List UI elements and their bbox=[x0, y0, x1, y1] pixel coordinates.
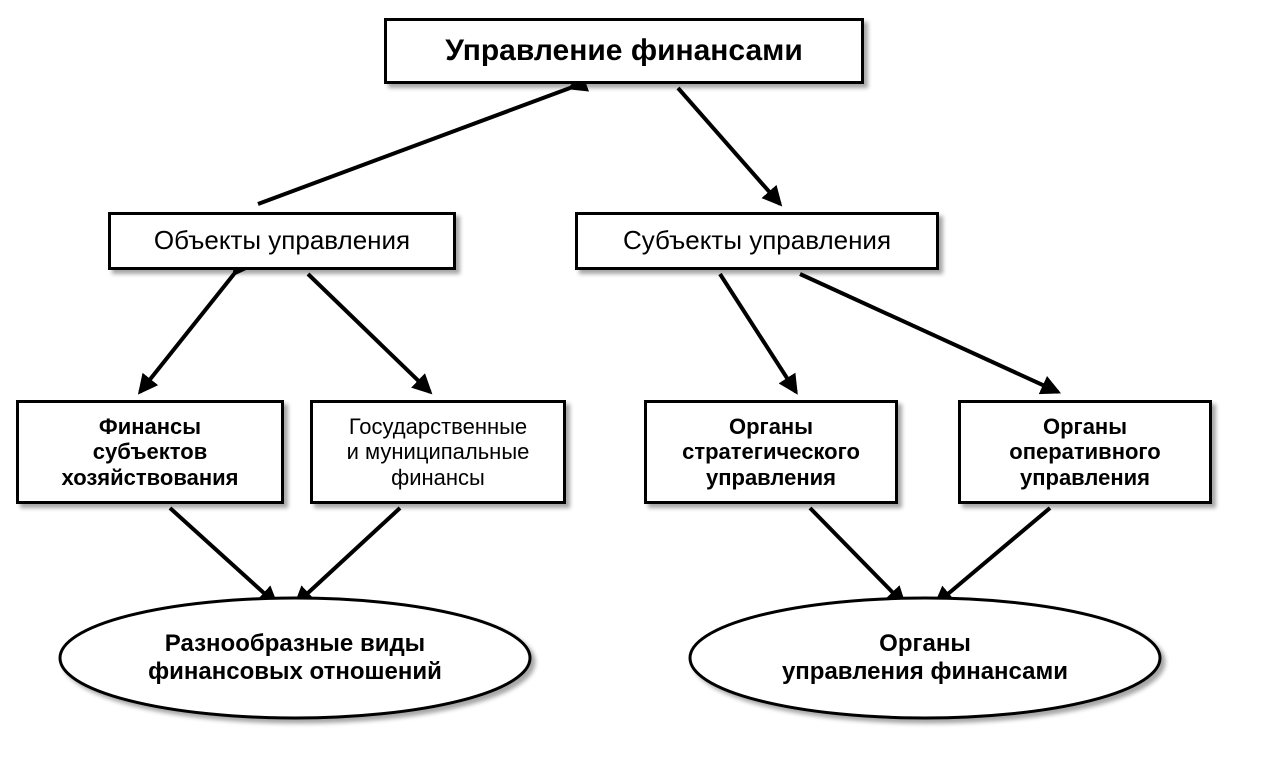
node-label-obj2: Государственные и муниципальные финансы bbox=[347, 414, 530, 490]
node-out_right: Органы управления финансами bbox=[690, 598, 1160, 718]
diagram-canvas: Управление финансами Объекты управления Су… bbox=[0, 0, 1269, 761]
node-label-subjects: Субъекты управления bbox=[623, 226, 891, 256]
edge-5 bbox=[800, 274, 1058, 392]
node-label-out_right: Органы управления финансами bbox=[782, 630, 1068, 685]
node-label-obj1: Финансы субъектов хозяйствования bbox=[62, 414, 239, 490]
node-subj2: Органы оперативного управления bbox=[958, 400, 1212, 504]
node-label-root: Управление финансами bbox=[445, 34, 803, 69]
node-label-objects: Объекты управления bbox=[154, 226, 410, 256]
node-obj1: Финансы субъектов хозяйствования bbox=[16, 400, 284, 504]
node-out_left: Разнообразные виды финансовых отношений bbox=[60, 598, 530, 718]
edge-2 bbox=[140, 274, 234, 392]
node-label-subj2: Органы оперативного управления bbox=[1009, 414, 1161, 490]
edge-4 bbox=[720, 274, 796, 392]
node-label-subj1: Органы стратегического управления bbox=[682, 414, 860, 490]
edge-8 bbox=[810, 508, 904, 604]
edge-1 bbox=[678, 88, 780, 204]
node-obj2: Государственные и муниципальные финансы bbox=[310, 400, 566, 504]
edge-7 bbox=[296, 508, 400, 604]
edge-0 bbox=[258, 88, 570, 204]
edge-6 bbox=[170, 508, 276, 604]
node-root: Управление финансами bbox=[384, 18, 864, 84]
node-subj1: Органы стратегического управления bbox=[644, 400, 898, 504]
edge-3 bbox=[308, 274, 430, 392]
node-label-out_left: Разнообразные виды финансовых отношений bbox=[148, 630, 442, 685]
node-subjects: Субъекты управления bbox=[575, 212, 939, 270]
edge-9 bbox=[936, 508, 1050, 604]
node-objects: Объекты управления bbox=[108, 212, 456, 270]
